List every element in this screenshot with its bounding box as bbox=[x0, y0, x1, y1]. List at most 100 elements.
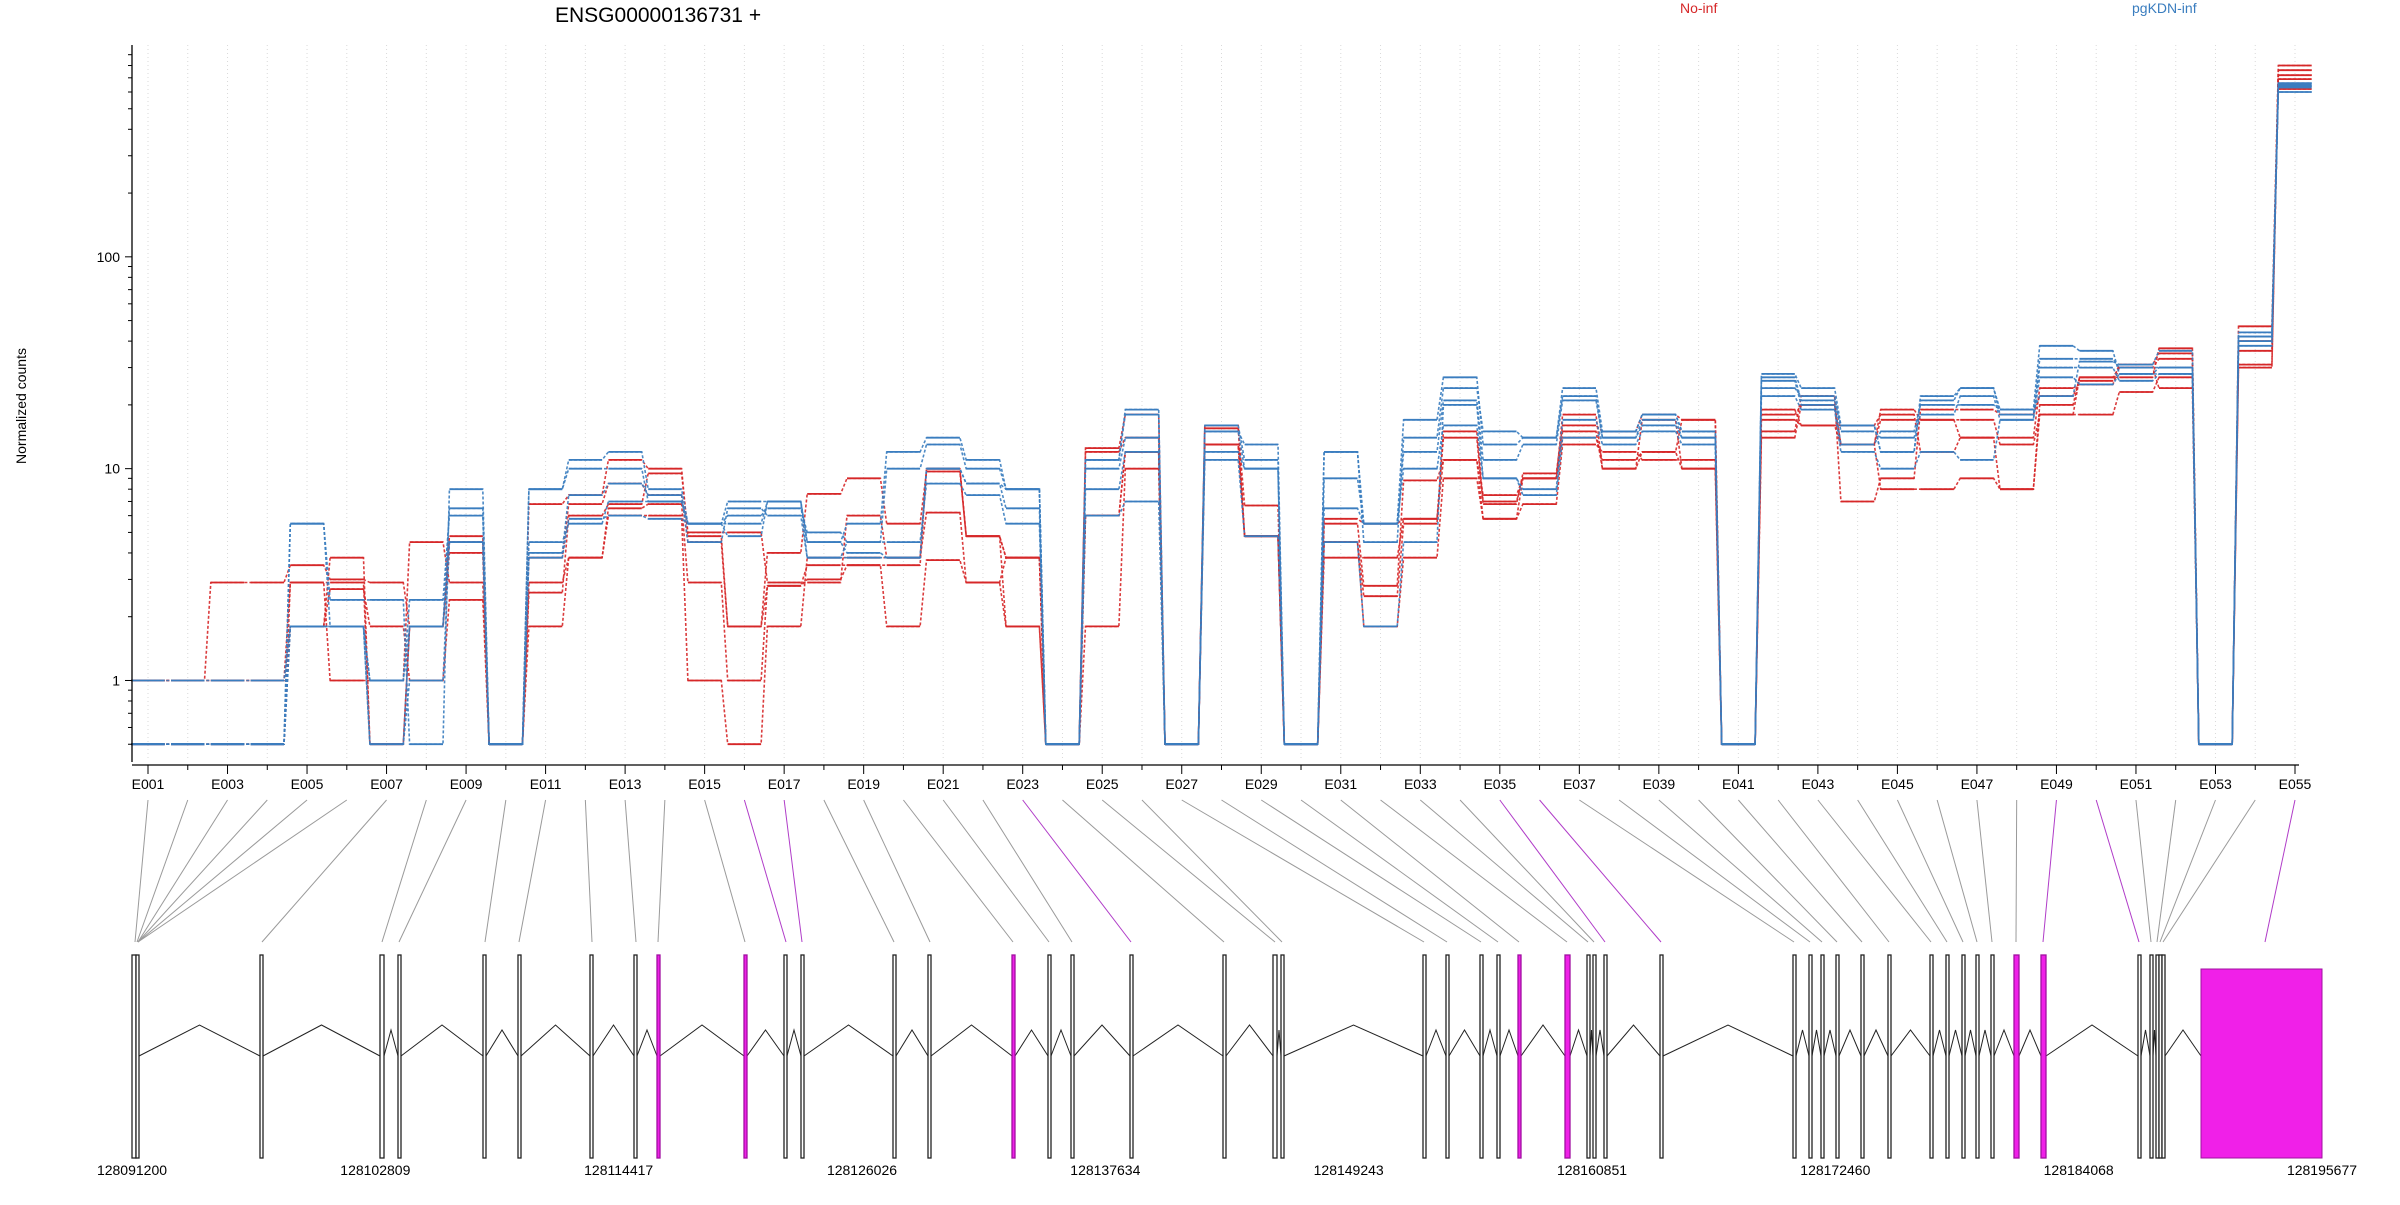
exon-box-2 bbox=[259, 954, 264, 1159]
intron-20 bbox=[1276, 1029, 1282, 1057]
exon-box-27 bbox=[1564, 954, 1571, 1159]
exon-box-11 bbox=[783, 954, 788, 1159]
connector-e004 bbox=[137, 799, 268, 943]
exon-box-28 bbox=[1586, 954, 1591, 1159]
genome-coord-128102809: 128102809 bbox=[340, 1162, 410, 1178]
intron-23 bbox=[1448, 1029, 1481, 1057]
x-tick-label-e029: E029 bbox=[1245, 776, 1278, 792]
exon-box-29 bbox=[1592, 954, 1597, 1159]
intron-40 bbox=[1964, 1029, 1977, 1057]
exon-box-10 bbox=[743, 954, 748, 1159]
connector-e032 bbox=[1380, 799, 1568, 943]
connector-e026 bbox=[1141, 799, 1283, 943]
intron-25 bbox=[1499, 1028, 1519, 1057]
exon-box-1 bbox=[135, 954, 140, 1159]
intron-11 bbox=[786, 1028, 802, 1057]
connector-e051 bbox=[2135, 799, 2152, 943]
x-tick-label-e033: E033 bbox=[1404, 776, 1437, 792]
intron-29 bbox=[1595, 1029, 1605, 1057]
connector-e040 bbox=[1698, 799, 1838, 943]
x-tick-label-e019: E019 bbox=[847, 776, 880, 792]
intron-4 bbox=[400, 1024, 484, 1057]
exon-genome-connectors bbox=[134, 799, 2296, 943]
intron-10 bbox=[746, 1029, 785, 1057]
exon-box-13 bbox=[892, 954, 897, 1159]
x-tick-label-e045: E045 bbox=[1881, 776, 1914, 792]
connector-e052 bbox=[2156, 799, 2177, 943]
exon-box-35 bbox=[1835, 954, 1840, 1159]
exon-box-15 bbox=[1011, 954, 1016, 1159]
connector-e048 bbox=[2015, 799, 2018, 943]
exon-box-50 bbox=[2200, 968, 2323, 1159]
connector-e014 bbox=[657, 799, 666, 943]
connector-e049 bbox=[2042, 799, 2057, 943]
connector-e036 bbox=[1539, 799, 1662, 943]
connector-e024 bbox=[1062, 799, 1225, 943]
x-tick-label-e007: E007 bbox=[370, 776, 403, 792]
connector-e025 bbox=[1101, 799, 1276, 943]
legend-pgkdn-inf: pgKDN-inf bbox=[2132, 0, 2197, 16]
genome-coord-128160851: 128160851 bbox=[1557, 1162, 1627, 1178]
intron-6 bbox=[520, 1024, 591, 1057]
connector-e044 bbox=[1857, 799, 1948, 943]
intron-37 bbox=[1890, 1029, 1931, 1057]
connector-e020 bbox=[903, 799, 1014, 943]
x-tick-label-e055: E055 bbox=[2279, 776, 2312, 792]
x-tick-label-e051: E051 bbox=[2120, 776, 2153, 792]
connector-e029 bbox=[1260, 799, 1482, 943]
x-tick-label-e053: E053 bbox=[2199, 776, 2232, 792]
intron-35 bbox=[1838, 1028, 1862, 1057]
legend-no-inf: No-inf bbox=[1680, 0, 1717, 16]
exon-box-49 bbox=[2161, 954, 2166, 1159]
intron-45 bbox=[2140, 1029, 2151, 1057]
connector-e042 bbox=[1777, 799, 1890, 943]
intron-43 bbox=[2018, 1028, 2042, 1057]
x-tick-label-e015: E015 bbox=[688, 776, 721, 792]
intron-18 bbox=[1132, 1024, 1224, 1057]
axes: 1 10 100 E001 E003 E005 E007 E009 E011 E013 E015 E0… bbox=[97, 45, 2312, 792]
genome-coord-128091200: 128091200 bbox=[97, 1162, 167, 1178]
intron-27 bbox=[1569, 1028, 1588, 1057]
intron-22 bbox=[1425, 1028, 1447, 1057]
exon-box-6 bbox=[517, 954, 522, 1159]
connector-e007 bbox=[261, 799, 387, 943]
x-tick-label-e013: E013 bbox=[609, 776, 642, 792]
genome-coordinates: 128091200 128102809 128114417 128126026 1281… bbox=[97, 1162, 2357, 1178]
exon-box-12 bbox=[800, 954, 805, 1159]
y-axis-label: Normalized counts bbox=[13, 348, 29, 464]
connector-e031 bbox=[1340, 799, 1520, 943]
y-tick-label-10: 10 bbox=[104, 461, 120, 477]
exon-box-34 bbox=[1820, 954, 1825, 1159]
connector-e033 bbox=[1419, 799, 1589, 943]
exon-box-33 bbox=[1808, 954, 1813, 1159]
exon-box-37 bbox=[1887, 954, 1892, 1159]
exon-box-45 bbox=[2137, 954, 2142, 1159]
connector-e022 bbox=[982, 799, 1073, 943]
connector-e010 bbox=[484, 799, 507, 943]
exon-box-39 bbox=[1945, 954, 1950, 1159]
x-tick-label-e005: E005 bbox=[291, 776, 324, 792]
exon-box-36 bbox=[1860, 954, 1865, 1159]
connector-e023 bbox=[1022, 799, 1132, 943]
connector-e017 bbox=[783, 799, 803, 943]
genome-coord-128126026: 128126026 bbox=[827, 1162, 897, 1178]
connector-e043 bbox=[1817, 799, 1932, 943]
intron-8 bbox=[636, 1028, 658, 1057]
connector-e021 bbox=[942, 799, 1050, 943]
intron-21 bbox=[1283, 1024, 1424, 1057]
exon-box-5 bbox=[482, 954, 487, 1159]
intron-3 bbox=[383, 1028, 399, 1057]
connector-e018 bbox=[823, 799, 895, 943]
connector-e005 bbox=[137, 799, 308, 943]
exon-box-22 bbox=[1422, 954, 1427, 1159]
x-tick-label-e009: E009 bbox=[450, 776, 483, 792]
genome-coord-128137634: 128137634 bbox=[1070, 1162, 1140, 1178]
intron-34 bbox=[1823, 1029, 1837, 1057]
x-tick-label-e011: E011 bbox=[530, 776, 562, 792]
exon-box-32 bbox=[1792, 954, 1797, 1159]
x-tick-label-e025: E025 bbox=[1086, 776, 1119, 792]
exon-box-19 bbox=[1222, 954, 1227, 1159]
exon-box-7 bbox=[589, 954, 594, 1159]
x-tick-label-e037: E037 bbox=[1563, 776, 1596, 792]
